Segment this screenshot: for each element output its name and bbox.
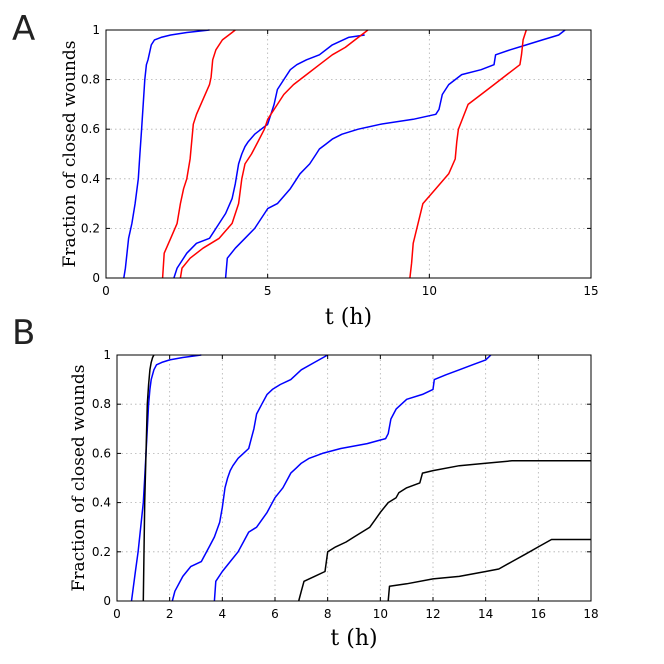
x-axis-label: t (h): [330, 626, 377, 651]
x-tick-label: 10: [373, 607, 388, 621]
y-tick-label: 0.4: [81, 172, 100, 186]
series-line-black-1: [142, 354, 155, 602]
y-tick-label: 0.2: [92, 545, 111, 559]
plot-frame: [116, 354, 592, 602]
y-tick-label: 0.6: [92, 446, 111, 460]
x-tick-label: 0: [113, 607, 121, 621]
series-line-blue-3: [224, 29, 566, 279]
y-tick-label: 0.4: [92, 496, 111, 510]
y-tick-label: 0.8: [81, 73, 100, 87]
x-tick-label: 15: [583, 284, 598, 298]
series-line-black-2: [297, 460, 591, 602]
series-line-red-3: [409, 29, 528, 279]
y-tick-label: 0: [92, 271, 100, 285]
x-tick-label: 4: [219, 607, 227, 621]
panel-letter-b: B: [12, 313, 35, 353]
x-tick-label: 6: [271, 607, 279, 621]
y-axis-label: Fraction of closed wounds: [69, 365, 89, 592]
x-tick-label: 16: [531, 607, 546, 621]
x-tick-label: 10: [422, 284, 437, 298]
chart-panel-a: 0 5 10 15 0 0.2 0.4 0.6 0.8 1 t (h) Fraction of clo…: [60, 23, 599, 330]
series-line-blue-3: [213, 354, 492, 602]
y-tick-label: 0.6: [81, 122, 100, 136]
chart-panel-b: 0 2 4 6 8 10 12 14 16 18 0 0.2 0.4 0.6 0.8 1 t (h) Fracti…: [69, 348, 599, 651]
x-tick-label: 2: [166, 607, 174, 621]
y-tick-label: 0.8: [92, 397, 111, 411]
y-tick-label: 0.2: [81, 221, 100, 235]
x-tick-label: 18: [583, 607, 598, 621]
x-tick-label: 12: [425, 607, 440, 621]
x-tick-label: 8: [324, 607, 332, 621]
x-tick-label: 14: [478, 607, 493, 621]
y-tick-label: 1: [92, 23, 100, 37]
series-line-red-1: [161, 29, 236, 279]
series-line-red-2: [179, 29, 369, 279]
x-axis-label: t (h): [325, 305, 372, 330]
series-line-blue-2: [171, 354, 329, 602]
y-axis-label: Fraction of closed wounds: [60, 41, 80, 268]
series-line-blue-1: [130, 354, 202, 602]
plot-frame: [105, 29, 592, 279]
series-line-black-3: [387, 538, 591, 602]
y-tick-label: 1: [103, 348, 111, 362]
series-line-blue-2: [173, 34, 365, 279]
x-tick-label: 0: [102, 284, 110, 298]
x-tick-label: 5: [264, 284, 272, 298]
y-tick-label: 0: [103, 594, 111, 608]
panel-letter-a: A: [12, 9, 35, 49]
series-line-blue-1: [123, 29, 210, 279]
